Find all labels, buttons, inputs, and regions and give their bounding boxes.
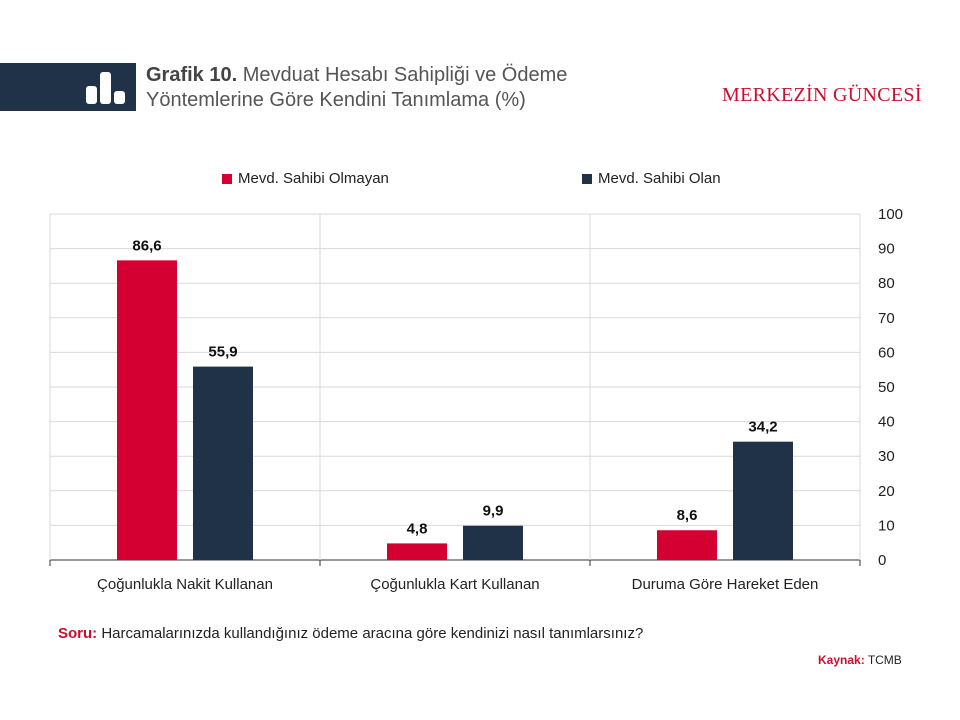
- bar: [387, 543, 447, 560]
- legend-swatch: [222, 173, 232, 184]
- bar: [193, 366, 253, 560]
- question-note: Soru: Harcamalarınızda kullandığınız öde…: [58, 625, 644, 642]
- y-tick-label: 40: [878, 414, 895, 431]
- y-tick-label: 50: [878, 379, 895, 396]
- source-note: Kaynak: TCMB: [818, 653, 902, 667]
- bar: [657, 530, 717, 560]
- data-label: 55,9: [208, 344, 237, 361]
- data-label: 9,9: [483, 503, 504, 520]
- legend-label: Mevd. Sahibi Olan: [598, 170, 721, 187]
- data-label: 86,6: [132, 237, 161, 254]
- legend-item-1: Mevd. Sahibi Olan: [582, 170, 721, 187]
- legend-item-0: Mevd. Sahibi Olmayan: [222, 170, 389, 187]
- x-tick-label: Çoğunlukla Nakit Kullanan: [97, 576, 273, 593]
- y-tick-label: 60: [878, 344, 895, 361]
- bar-chart-icon: [86, 72, 125, 104]
- y-tick-label: 70: [878, 310, 895, 327]
- x-tick-label: Duruma Göre Hareket Eden: [632, 576, 819, 593]
- legend-swatch: [582, 173, 592, 184]
- y-tick-label: 100: [878, 206, 903, 223]
- y-tick-label: 30: [878, 448, 895, 465]
- header-bar: [0, 63, 136, 111]
- bar: [463, 525, 523, 560]
- y-tick-label: 10: [878, 517, 895, 534]
- y-tick-label: 20: [878, 483, 895, 500]
- bar: [733, 441, 793, 560]
- y-tick-label: 80: [878, 275, 895, 292]
- data-label: 34,2: [748, 419, 777, 436]
- legend-label: Mevd. Sahibi Olmayan: [238, 170, 389, 187]
- data-label: 8,6: [677, 507, 698, 524]
- y-tick-label: 90: [878, 241, 895, 258]
- data-label: 4,8: [407, 520, 428, 537]
- x-tick-label: Çoğunlukla Kart Kullanan: [370, 576, 539, 593]
- brand-logo: MERKEZİN GÜNCESİ: [722, 84, 922, 106]
- bar: [117, 260, 177, 560]
- y-tick-label: 0: [878, 552, 886, 569]
- chart-title: Grafik 10. Mevduat Hesabı Sahipliği ve Ö…: [146, 64, 568, 111]
